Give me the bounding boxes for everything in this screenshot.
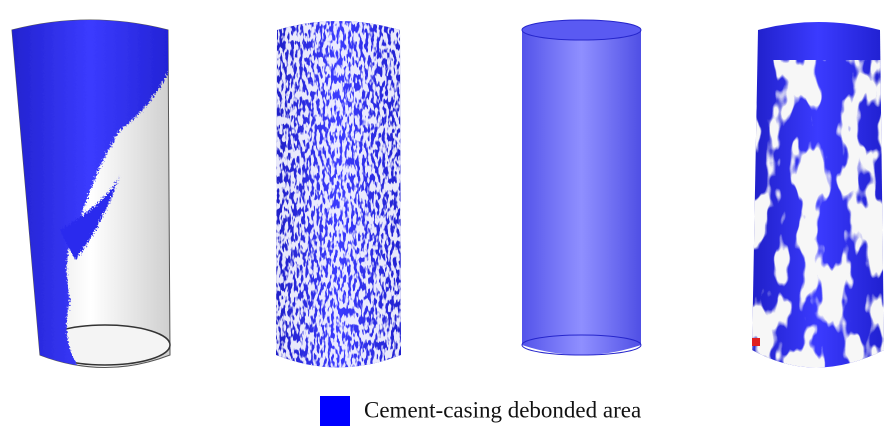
legend-label: Cement-casing debonded area — [364, 397, 641, 422]
cylinder-top — [522, 20, 641, 40]
cylinder-1 — [0, 0, 180, 370]
legend-swatch — [320, 396, 350, 426]
legend: Cement-casing debonded area — [320, 396, 641, 426]
marker — [752, 338, 760, 346]
bonded-patches — [750, 60, 888, 380]
cylinder-2 — [276, 21, 401, 368]
cylinder-3 — [522, 20, 641, 355]
debonded-area — [522, 22, 641, 355]
figure: Cement-casing debonded area — [0, 0, 888, 435]
cylinder-4 — [750, 22, 888, 380]
page: {"legend": {"label": "Cement-casing debo… — [0, 0, 888, 435]
bonded-speckles — [276, 21, 401, 368]
